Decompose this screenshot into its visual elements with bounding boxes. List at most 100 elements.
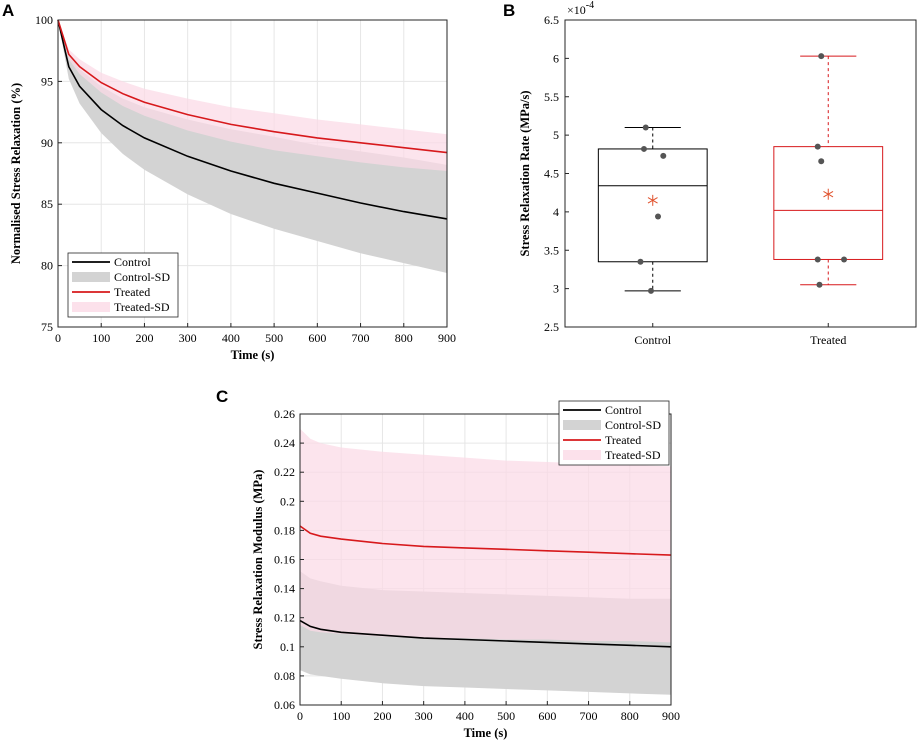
panel-b-exponent-label: ×10-4 bbox=[567, 0, 594, 17]
panel-b-y-tick-label: 5.5 bbox=[544, 90, 559, 104]
panel-c-legend-label: Treated-SD bbox=[605, 448, 661, 462]
panel-b-y-tick-label: 6.5 bbox=[544, 13, 559, 27]
panel-b-treated-mean-stroke bbox=[823, 191, 834, 198]
panel-c-legend-label: Control bbox=[605, 403, 642, 417]
panel-c-y-tick-label: 0.14 bbox=[274, 582, 295, 596]
panel-a-line-control bbox=[57, 19, 448, 220]
panel-c-x-tick-label: 100 bbox=[332, 709, 350, 723]
panel-a-band-treated-sd bbox=[58, 20, 447, 171]
panel-c-legend-swatch bbox=[563, 450, 601, 460]
panel-a-legend-label: Treated-SD bbox=[114, 300, 170, 314]
panel-letter-b: B bbox=[503, 1, 515, 20]
panel-a-x-tick-label: 700 bbox=[352, 331, 370, 345]
panel-b-treated-point bbox=[814, 256, 821, 263]
panel-a-y-tick-label: 80 bbox=[41, 259, 53, 273]
panel-b-axes-box bbox=[564, 19, 917, 328]
panel-a-y-tick-label: 95 bbox=[41, 74, 53, 88]
panel-c-y-tick-label: 0.08 bbox=[274, 669, 295, 683]
panel-a-legend-label: Treated bbox=[114, 285, 150, 299]
panel-b-y-axis-label: Stress Relaxation Rate (MPa/s) bbox=[518, 90, 532, 256]
panel-c-legend-label: Control-SD bbox=[605, 418, 661, 432]
panel-b-control-point bbox=[642, 124, 649, 131]
panel-c-chart: 0 100 200 300 400 500 600 700 800 900 0.06 0.08 0.1 0… bbox=[251, 400, 680, 740]
panel-a-x-axis-label: Time (s) bbox=[231, 348, 275, 362]
panel-c-x-tick-label: 600 bbox=[538, 709, 556, 723]
panel-c-x-tick-label: 300 bbox=[415, 709, 433, 723]
panel-b-control-mean-stroke bbox=[647, 197, 658, 204]
panel-c-x-axis-label: Time (s) bbox=[464, 726, 508, 740]
panel-c-y-tick-label: 0.26 bbox=[274, 407, 295, 421]
panel-b-treated-point bbox=[818, 53, 825, 60]
panel-c-y-axis-label: Stress Relaxation Modulus (MPa) bbox=[251, 470, 265, 650]
panel-b-x-tick-label: Treated bbox=[810, 333, 846, 347]
panel-c-y-tick-label: 0.24 bbox=[274, 436, 295, 450]
panel-b-treated-point bbox=[818, 158, 825, 165]
panel-b-y-tick-label: 4.5 bbox=[544, 167, 559, 181]
panel-a-x-tick-label: 900 bbox=[438, 331, 456, 345]
panel-c-x-tick-label: 700 bbox=[580, 709, 598, 723]
panel-b-exponent-power: -4 bbox=[586, 0, 594, 11]
panel-letter-a: A bbox=[2, 1, 14, 20]
panel-b-treated-mean-marker bbox=[823, 188, 834, 200]
panel-c-legend-label: Treated bbox=[605, 433, 641, 447]
panel-c-x-tick-label: 0 bbox=[297, 709, 303, 723]
panel-a-legend-label: Control-SD bbox=[114, 270, 170, 284]
panel-c-band-treated-sd bbox=[300, 428, 671, 643]
panel-a-x-tick-label: 0 bbox=[55, 331, 61, 345]
panel-b-y-tick-label: 2.5 bbox=[544, 320, 559, 334]
panel-c-y-tick-label: 0.16 bbox=[274, 553, 295, 567]
panel-a-band-control-sd bbox=[58, 20, 447, 273]
panel-b-treated-box bbox=[773, 146, 884, 260]
panel-a-y-tick-label: 85 bbox=[41, 197, 53, 211]
panel-c-legend-swatch bbox=[563, 420, 601, 430]
panel-b-y-tick-label: 3.5 bbox=[544, 243, 559, 257]
panel-b-treated-point bbox=[816, 281, 823, 288]
panel-c-line-control bbox=[299, 619, 672, 648]
panel-c-x-tick-label: 400 bbox=[456, 709, 474, 723]
panel-b-control-point bbox=[655, 213, 662, 220]
panel-b-y-tick-label: 6 bbox=[553, 51, 559, 65]
panel-c-y-tick-label: 0.22 bbox=[274, 465, 295, 479]
panel-b-control-point bbox=[660, 152, 667, 159]
panel-c-x-tick-label: 800 bbox=[621, 709, 639, 723]
panel-b-control-point bbox=[637, 258, 644, 265]
panel-b-control-mean-marker bbox=[647, 194, 658, 206]
panel-c-y-tick-label: 0.1 bbox=[280, 640, 295, 654]
panel-a-x-tick-label: 300 bbox=[179, 331, 197, 345]
panel-a-y-tick-label: 75 bbox=[41, 320, 53, 334]
panel-b-control-point bbox=[647, 287, 654, 294]
panel-b-y-tick-label: 3 bbox=[553, 282, 559, 296]
panel-a-x-tick-label: 800 bbox=[395, 331, 413, 345]
panel-a-line-treated bbox=[57, 19, 448, 154]
panel-c-y-tick-label: 0.06 bbox=[274, 698, 295, 712]
panel-a-legend-label: Control bbox=[114, 255, 151, 269]
panel-c-line-treated bbox=[299, 525, 672, 556]
panel-letter-c: C bbox=[216, 387, 228, 406]
panel-b-y-tick-label: 5 bbox=[553, 128, 559, 142]
panel-c-x-tick-label: 500 bbox=[497, 709, 515, 723]
panel-a-axes-box bbox=[57, 19, 448, 328]
panel-b-treated-point bbox=[841, 256, 848, 263]
panel-b-x-tick-label: Control bbox=[634, 333, 671, 347]
panel-a-y-tick-label: 100 bbox=[35, 13, 53, 27]
panel-b-control-point bbox=[640, 145, 647, 152]
panel-a-y-tick-label: 90 bbox=[41, 136, 53, 150]
panel-a-legend-swatch bbox=[72, 272, 110, 282]
panel-c-y-tick-label: 0.18 bbox=[274, 523, 295, 537]
panel-a-y-axis-label: Normalised Stress Relaxation (%) bbox=[9, 83, 23, 264]
panel-b-y-tick-label: 4 bbox=[553, 205, 559, 219]
panel-b-treated-point bbox=[814, 143, 821, 150]
panel-a-x-tick-label: 500 bbox=[265, 331, 283, 345]
panel-c-y-tick-label: 0.12 bbox=[274, 611, 295, 625]
panel-a-x-tick-label: 400 bbox=[222, 331, 240, 345]
panel-a-x-tick-label: 100 bbox=[92, 331, 110, 345]
panel-b-chart: 2.5 3 3.5 4 4.5 5 5.5 6 6.5 ×10-4 Control Treated St… bbox=[518, 0, 917, 347]
panel-a-x-tick-label: 600 bbox=[308, 331, 326, 345]
panel-a-legend-swatch bbox=[72, 302, 110, 312]
panel-c-y-tick-label: 0.2 bbox=[280, 494, 295, 508]
panel-c-x-tick-label: 900 bbox=[662, 709, 680, 723]
panel-c-x-tick-label: 200 bbox=[373, 709, 391, 723]
